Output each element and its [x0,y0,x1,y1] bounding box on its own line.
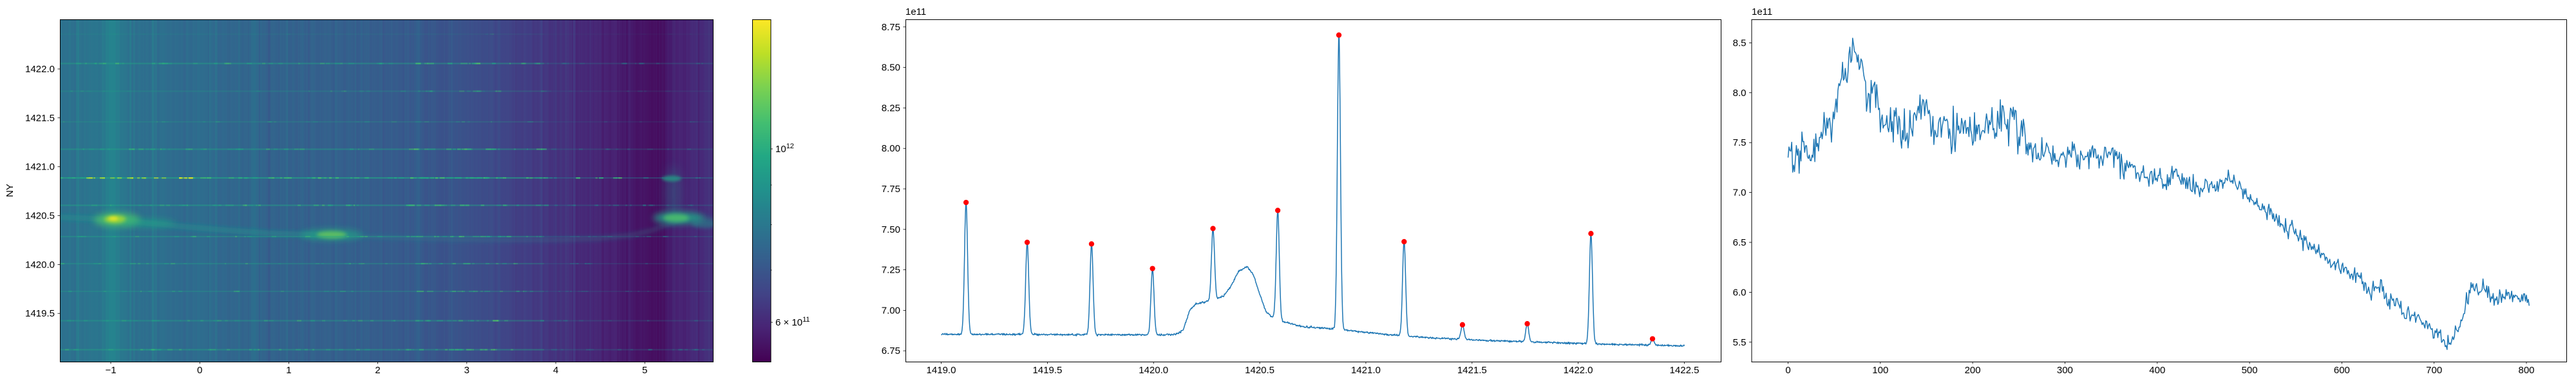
svg-text:5.5: 5.5 [1733,337,1747,348]
svg-text:1422.5: 1422.5 [1670,365,1700,376]
svg-text:1420.0: 1420.0 [25,259,55,270]
svg-text:1420.5: 1420.5 [1245,365,1274,376]
svg-text:3: 3 [464,365,469,376]
svg-text:8.50: 8.50 [882,63,900,73]
svg-text:400: 400 [2149,365,2165,376]
svg-text:1421.0: 1421.0 [25,162,55,173]
svg-text:100: 100 [1872,365,1888,376]
svg-text:6.5: 6.5 [1733,237,1747,248]
svg-text:800: 800 [2518,365,2534,376]
svg-text:700: 700 [2426,365,2442,376]
svg-text:1422.0: 1422.0 [25,64,55,75]
svg-text:1419.5: 1419.5 [1032,365,1062,376]
svg-text:NY: NY [5,184,15,197]
svg-text:1e11: 1e11 [905,6,926,17]
svg-text:1419.0: 1419.0 [927,365,956,376]
svg-text:1421.5: 1421.5 [25,113,55,124]
svg-text:4: 4 [553,365,558,376]
svg-text:7.0: 7.0 [1733,188,1747,199]
svg-text:8.00: 8.00 [882,143,900,154]
svg-text:1422.0: 1422.0 [1564,365,1593,376]
svg-text:−1: −1 [105,365,116,376]
svg-text:1421.0: 1421.0 [1351,365,1381,376]
svg-text:8.0: 8.0 [1733,88,1747,99]
svg-text:2: 2 [375,365,380,376]
svg-text:1e11: 1e11 [1752,6,1772,17]
svg-text:6.75: 6.75 [882,346,900,356]
svg-text:0: 0 [197,365,202,376]
svg-text:1: 1 [286,365,291,376]
svg-text:6.0: 6.0 [1733,287,1747,298]
svg-text:7.00: 7.00 [882,305,900,316]
svg-text:6 × 1011: 6 × 1011 [775,316,810,328]
svg-text:7.50: 7.50 [882,224,900,235]
svg-text:600: 600 [2334,365,2350,376]
svg-text:5: 5 [642,365,647,376]
svg-text:8.25: 8.25 [882,102,900,113]
svg-text:1421.5: 1421.5 [1457,365,1487,376]
svg-text:7.25: 7.25 [882,265,900,276]
svg-text:1420.0: 1420.0 [1139,365,1168,376]
svg-text:7.75: 7.75 [882,184,900,195]
svg-text:200: 200 [1965,365,1981,376]
svg-text:500: 500 [2242,365,2258,376]
svg-text:8.5: 8.5 [1733,37,1747,48]
svg-text:300: 300 [2057,365,2073,376]
svg-text:0: 0 [1785,365,1790,376]
svg-text:8.75: 8.75 [882,22,900,33]
svg-text:7.5: 7.5 [1733,137,1747,148]
svg-text:1420.5: 1420.5 [25,211,55,222]
svg-text:1419.5: 1419.5 [25,308,55,319]
